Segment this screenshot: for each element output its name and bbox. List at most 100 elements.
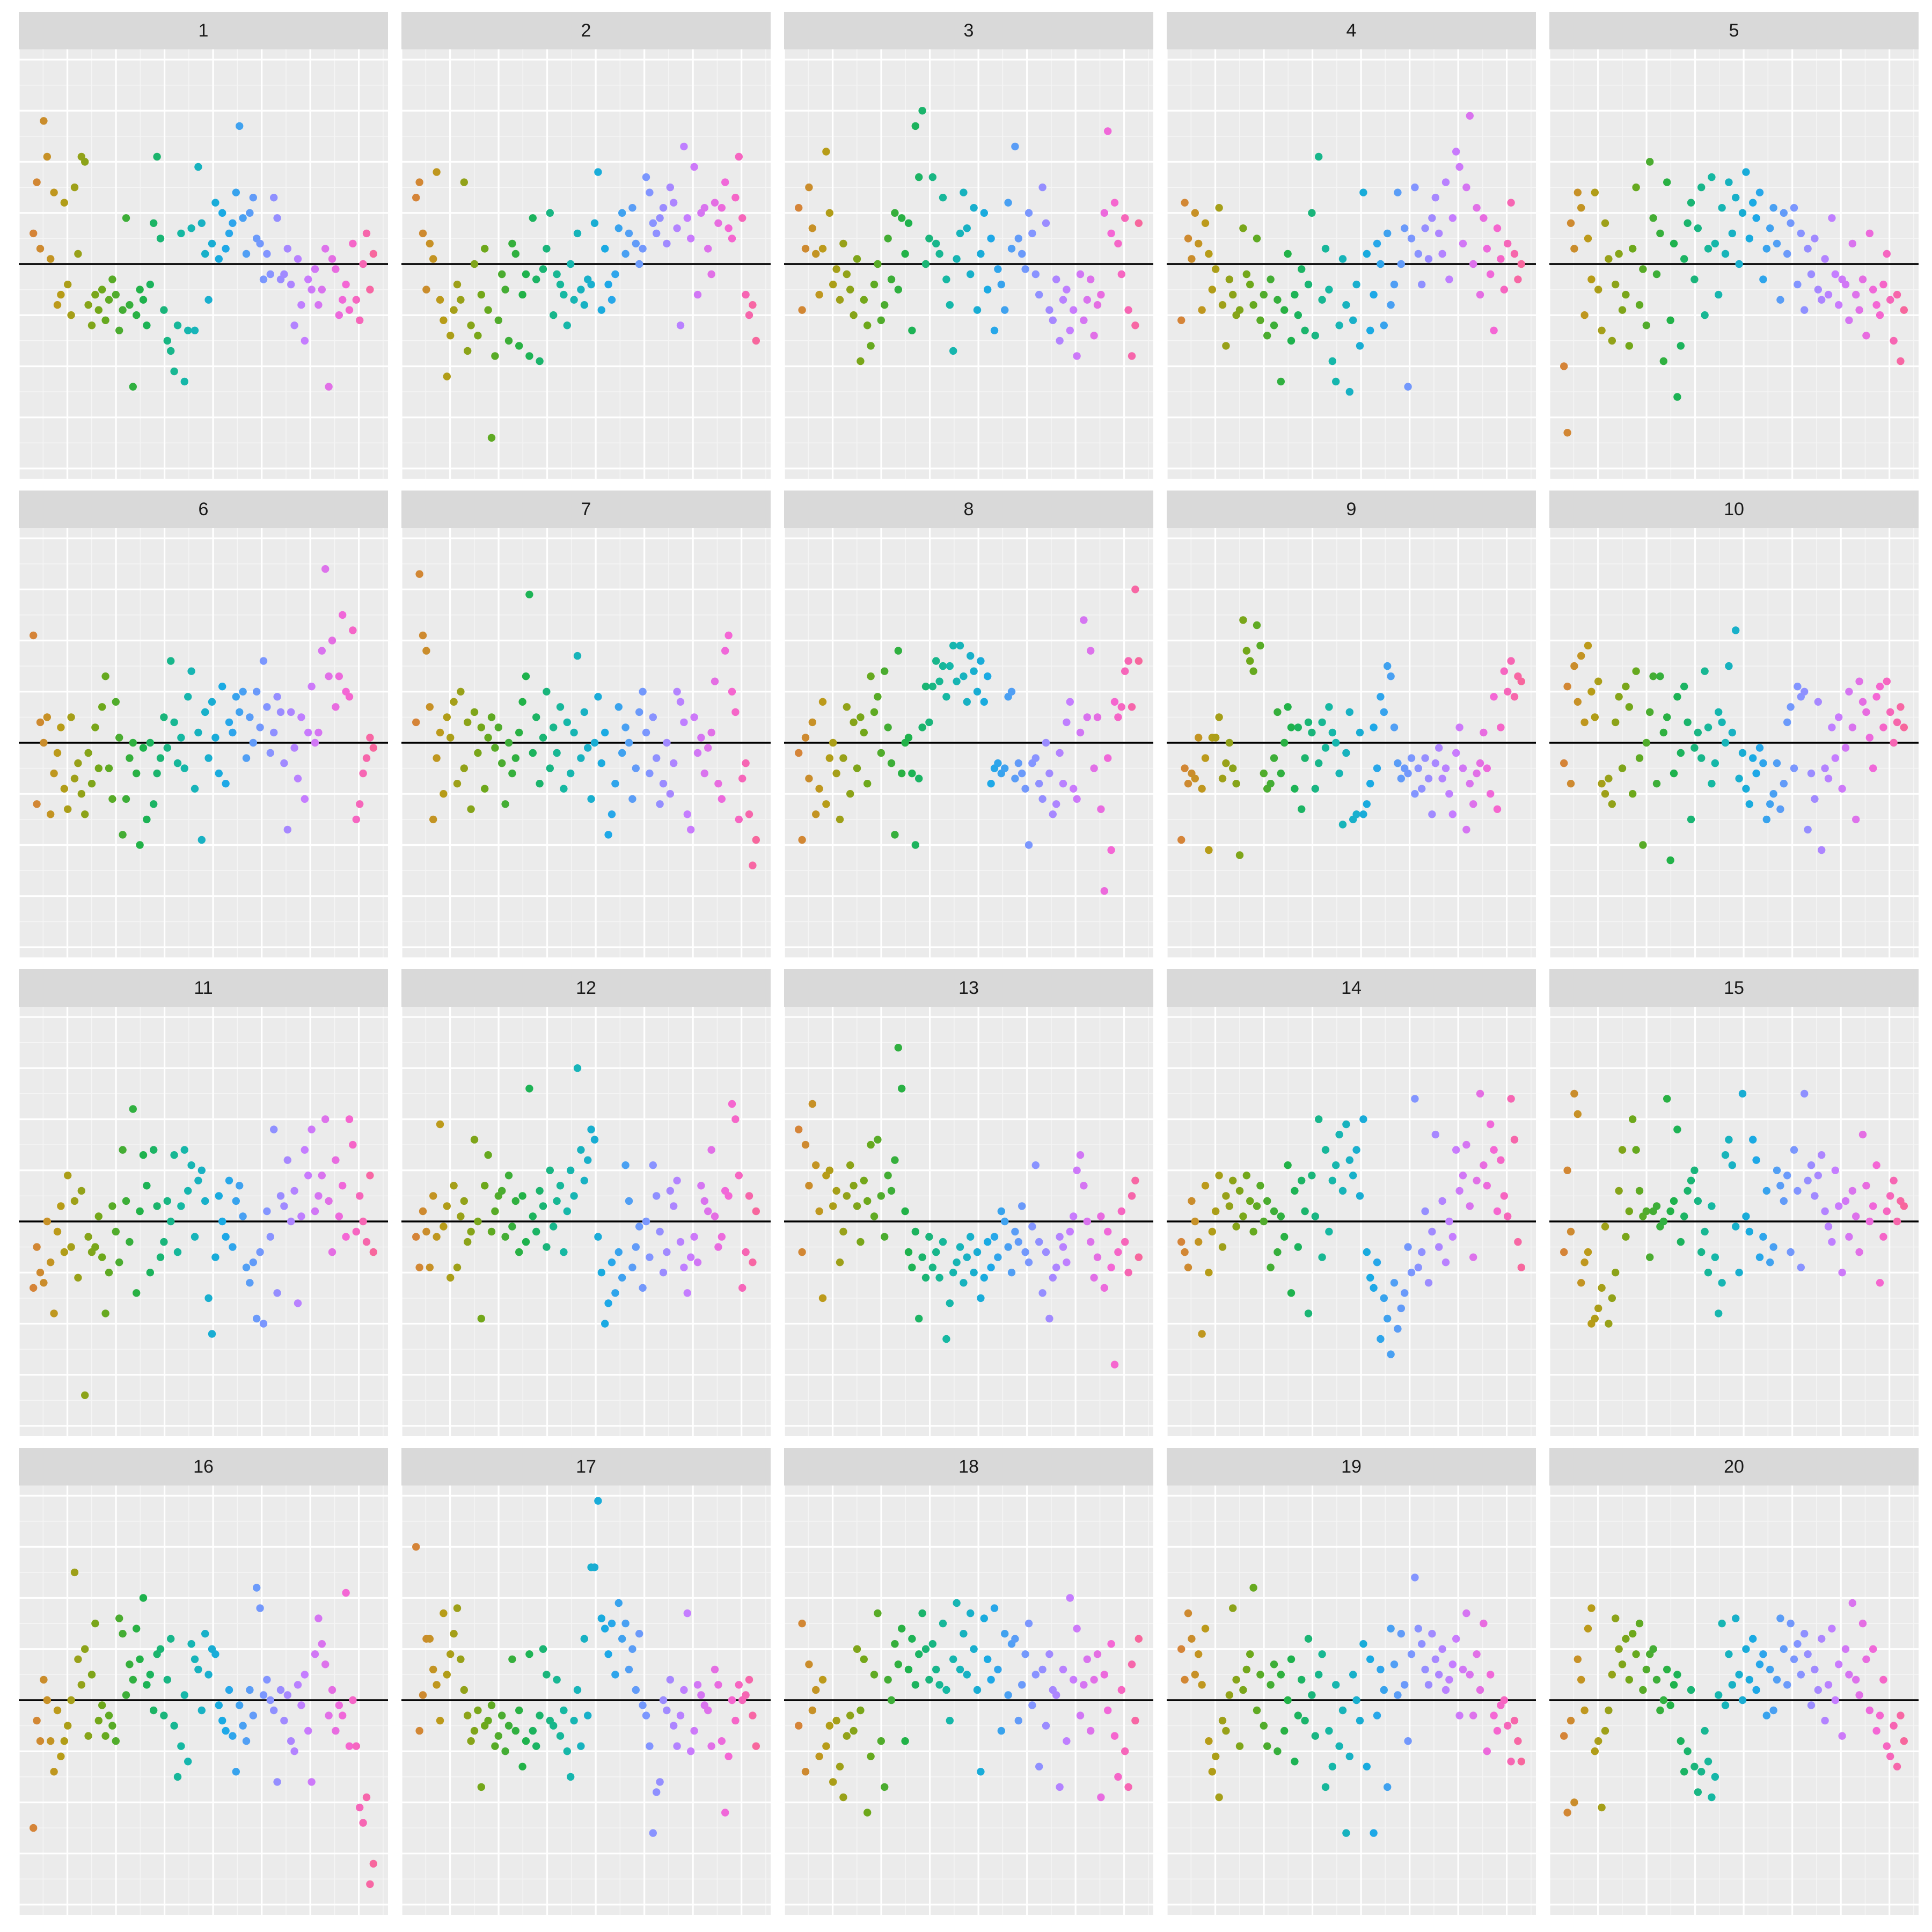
data-point: [812, 810, 820, 818]
data-point: [1745, 800, 1753, 808]
data-point: [1222, 1192, 1230, 1200]
data-point: [1469, 260, 1477, 268]
data-point: [932, 239, 940, 248]
data-point: [33, 1716, 41, 1725]
facet-panel: 16: [19, 1448, 388, 1915]
data-point: [690, 713, 698, 721]
data-point: [1615, 1187, 1623, 1195]
data-point: [1570, 1798, 1578, 1806]
data-point: [618, 1635, 626, 1643]
data-point: [1510, 1136, 1519, 1144]
data-point: [515, 728, 523, 737]
data-point: [1280, 306, 1289, 314]
data-point: [64, 1172, 72, 1180]
data-point: [1114, 713, 1122, 721]
data-point: [1380, 321, 1388, 330]
data-point: [1883, 1742, 1891, 1750]
data-point: [249, 194, 257, 202]
facet-label: 3: [963, 20, 974, 41]
data-point: [635, 1223, 643, 1231]
data-point: [1886, 296, 1894, 304]
data-point: [1622, 1635, 1630, 1643]
data-point: [1212, 1207, 1220, 1216]
data-point: [1480, 1161, 1488, 1169]
data-point: [752, 1742, 760, 1750]
data-point: [1090, 1675, 1098, 1684]
data-point: [532, 1742, 540, 1750]
facet-label: 17: [576, 1456, 596, 1477]
data-point: [412, 1543, 420, 1551]
data-point: [1567, 780, 1575, 788]
data-point: [1804, 1650, 1812, 1658]
data-point: [1263, 332, 1271, 340]
data-point: [891, 1640, 899, 1648]
data-point: [1790, 1146, 1798, 1154]
data-point: [1625, 703, 1633, 711]
scatter-svg: [1549, 1007, 1919, 1436]
data-point: [904, 1665, 913, 1674]
data-point: [1349, 1671, 1357, 1679]
data-point: [101, 316, 109, 324]
data-point: [683, 1289, 691, 1297]
data-point: [908, 326, 916, 334]
data-point: [853, 1645, 861, 1653]
data-point: [1493, 805, 1502, 813]
data-point: [1184, 1263, 1192, 1271]
data-point: [1865, 734, 1874, 742]
data-point: [1100, 1671, 1108, 1679]
data-point: [477, 1314, 485, 1323]
data-point: [1031, 1161, 1040, 1169]
data-point: [1835, 1660, 1843, 1668]
data-point: [362, 1238, 371, 1246]
data-point: [659, 780, 668, 788]
data-point: [311, 1207, 319, 1216]
data-point: [170, 1151, 178, 1159]
facet-panel: 5: [1549, 12, 1919, 479]
data-point: [1318, 1253, 1326, 1261]
data-point: [1335, 769, 1343, 778]
data-point: [1121, 1747, 1129, 1755]
data-point: [1335, 1130, 1343, 1139]
data-point: [1749, 754, 1757, 762]
data-point: [1445, 1675, 1453, 1684]
data-point: [332, 265, 340, 273]
data-point: [1021, 265, 1029, 273]
data-point: [949, 1269, 957, 1277]
data-point: [77, 1681, 85, 1689]
data-point: [242, 250, 251, 258]
data-point: [1514, 275, 1522, 283]
data-point: [680, 1686, 688, 1694]
data-point: [1239, 224, 1247, 232]
data-point: [1404, 383, 1412, 391]
data-point: [1315, 152, 1323, 161]
data-point: [801, 734, 810, 742]
data-point: [484, 1716, 492, 1725]
data-point: [1890, 1176, 1898, 1184]
data-point: [1377, 1665, 1385, 1674]
data-point: [1076, 270, 1085, 279]
data-point: [1045, 1314, 1053, 1323]
data-point: [683, 810, 691, 818]
data-point: [808, 1706, 816, 1715]
data-point: [1232, 1675, 1240, 1684]
data-point: [208, 239, 216, 248]
data-point: [1070, 785, 1078, 793]
data-point: [1876, 1279, 1884, 1287]
data-point: [567, 769, 575, 778]
data-point: [1315, 1671, 1323, 1679]
data-point: [543, 1671, 551, 1679]
data-point: [318, 286, 326, 294]
data-point: [443, 372, 451, 380]
data-point: [1656, 229, 1664, 238]
data-point: [1732, 1614, 1740, 1622]
data-point: [915, 173, 923, 181]
data-point: [714, 1243, 722, 1251]
data-point: [1876, 683, 1884, 691]
data-point: [901, 250, 909, 258]
data-point: [1732, 194, 1740, 202]
data-point: [1042, 1722, 1050, 1730]
data-point: [236, 708, 244, 716]
data-point: [1435, 744, 1443, 752]
data-point: [440, 790, 448, 798]
data-point: [1735, 774, 1743, 782]
